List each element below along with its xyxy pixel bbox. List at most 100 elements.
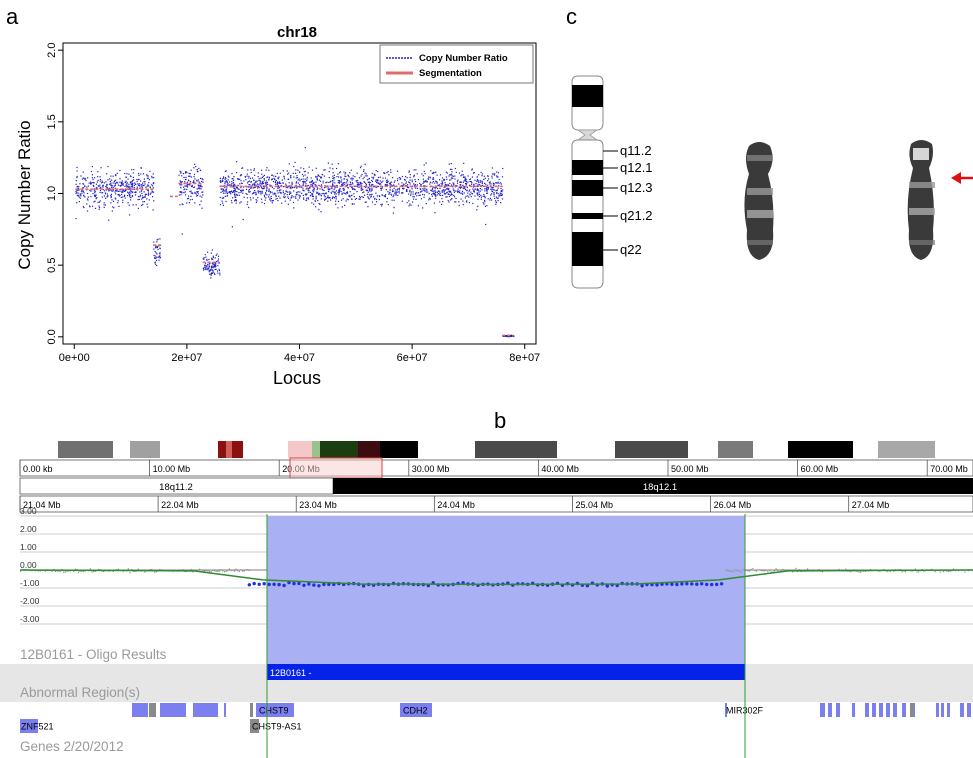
copy-ratio-point [293,190,295,192]
copy-ratio-point [78,187,80,190]
viewport-box[interactable] [289,457,383,479]
copy-ratio-point [110,193,112,195]
copy-ratio-point [435,191,437,193]
gene-feature[interactable] [828,703,832,717]
copy-ratio-point [94,194,96,196]
copy-ratio-point [360,175,362,177]
band-label-q12-1: q12.1 [620,160,653,175]
log-ratio-point [66,570,68,572]
copy-ratio-point [442,201,444,203]
copy-ratio-point [159,238,161,240]
gene-feature[interactable] [820,703,825,717]
gene-chst9[interactable] [256,703,294,717]
copy-ratio-point [129,193,131,195]
copy-ratio-point [287,186,289,188]
copy-ratio-point [445,176,448,178]
copy-ratio-point [459,190,461,192]
copy-ratio-point [249,184,251,186]
copy-ratio-point [363,191,365,193]
copy-ratio-point [344,173,346,175]
copy-ratio-point [148,182,150,184]
gene-feature[interactable] [947,703,950,717]
log-ratio-point [918,571,920,573]
log-ratio-point [730,570,732,572]
gene-feature[interactable] [872,703,876,717]
gene-feature[interactable] [865,703,869,717]
abnormal-region-bar[interactable] [267,664,745,680]
copy-ratio-point [128,204,130,206]
copy-ratio-point [350,178,352,180]
copy-ratio-point [238,188,240,190]
copy-ratio-point [465,182,467,185]
log-ratio-point [719,582,724,586]
copy-ratio-point [464,197,466,199]
copy-ratio-point [275,179,277,182]
copy-ratio-point [216,270,219,272]
copy-ratio-point [458,201,460,203]
gene-feature[interactable] [902,703,906,717]
copy-ratio-point [408,170,410,172]
gene-cdh2[interactable] [400,703,432,717]
copy-ratio-point [371,181,374,183]
log-ratio-point [322,582,326,587]
copy-ratio-point [365,183,367,186]
copy-ratio-point [93,195,96,197]
copy-ratio-point [289,192,291,194]
copy-ratio-point [434,212,436,214]
copy-ratio-point [485,183,487,185]
copy-ratio-point [313,181,315,184]
copy-ratio-point [449,191,451,193]
gene-feature[interactable] [910,703,914,717]
copy-ratio-point [196,191,198,193]
log-ratio-point [144,571,146,573]
copy-ratio-point [146,185,148,187]
copy-ratio-point [240,189,242,192]
copy-ratio-point [385,189,387,191]
copy-ratio-point [320,195,322,197]
copy-ratio-point [290,175,292,177]
gene-feature[interactable] [852,703,855,717]
copy-ratio-point [89,205,91,207]
copy-ratio-point [97,171,99,173]
copy-ratio-point [386,201,388,203]
copy-ratio-point [500,192,502,195]
copy-ratio-point [234,199,236,201]
copy-ratio-point [319,203,321,206]
copy-ratio-point [105,197,107,199]
gene-feature[interactable] [879,703,883,717]
copy-ratio-point [341,199,343,201]
gene-feature[interactable] [936,703,939,717]
copy-ratio-point [353,188,356,190]
log-ratio-point [732,571,734,573]
copy-ratio-point [421,173,423,175]
copy-ratio-point [318,179,320,181]
copy-ratio-point [431,188,433,191]
copy-ratio-point [406,189,408,191]
log-ratio-point [777,570,779,572]
selected-region[interactable] [267,516,745,670]
gene-feature[interactable] [941,703,944,717]
copy-ratio-point [308,187,310,189]
gene-chst9-as1[interactable] [250,719,259,733]
copy-ratio-point [482,202,484,204]
copy-ratio-point [126,185,128,188]
gene-znf521[interactable] [20,719,38,733]
gene-feature[interactable] [960,703,964,717]
copy-ratio-point [417,192,419,194]
gene-feature[interactable] [967,703,971,717]
copy-ratio-point [382,177,384,179]
copy-ratio-point [253,191,255,193]
gene-feature[interactable] [836,703,840,717]
log-ratio-point [44,570,47,572]
copy-ratio-point [492,183,494,185]
copy-ratio-point [105,185,107,187]
gene-feature[interactable] [886,703,890,717]
gene-feature[interactable] [893,703,897,717]
copy-ratio-point [132,172,134,174]
copy-ratio-point [299,171,301,173]
copy-ratio-point [338,181,341,183]
copy-ratio-point [212,271,214,273]
copy-ratio-point [458,204,460,207]
copy-ratio-point [449,168,452,170]
copy-ratio-point [460,181,463,183]
